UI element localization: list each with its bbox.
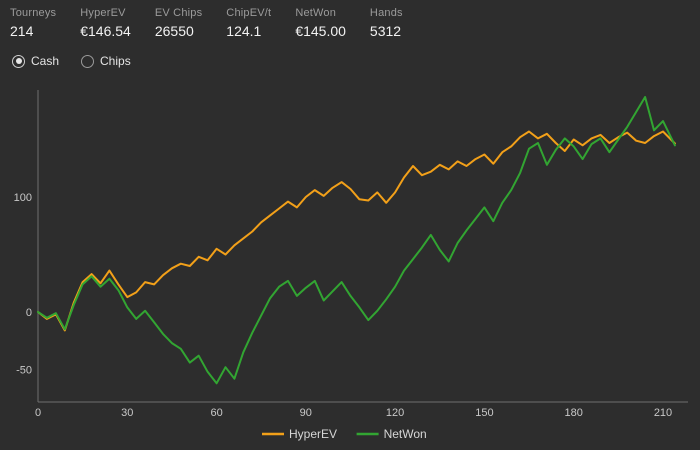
hyperev-line bbox=[37, 130, 676, 332]
netwon-legend-label: NetWon bbox=[384, 427, 427, 441]
x-tick-label: 210 bbox=[654, 407, 672, 419]
y-tick-label: 0 bbox=[26, 307, 32, 319]
view-toggle: Cash Chips bbox=[0, 46, 700, 76]
stat-label: HyperEV bbox=[80, 7, 126, 19]
x-tick-labels: 0 30 60 90 120 150 180 210 bbox=[35, 407, 672, 419]
y-tick-label: 100 bbox=[14, 192, 32, 204]
radio-selected-icon bbox=[12, 54, 25, 68]
x-tick-label: 30 bbox=[121, 407, 133, 419]
stat-ev-chips: EV Chips 26550 bbox=[155, 7, 202, 46]
stat-hands: Hands 5312 bbox=[370, 7, 403, 46]
results-chart: 100 0 -50 0 30 60 90 120 150 180 210 HyperEV NetWo… bbox=[14, 90, 688, 441]
stat-label: EV Chips bbox=[154, 7, 203, 19]
chart-legend: HyperEV NetWon bbox=[262, 427, 427, 441]
stat-chipev-t: ChipEV/t 124.1 bbox=[226, 7, 271, 46]
hyperev-legend-label: HyperEV bbox=[289, 427, 337, 441]
stat-value: 214 bbox=[10, 23, 34, 39]
stat-label: Hands bbox=[369, 7, 403, 19]
stat-value: €145.00 bbox=[295, 23, 346, 39]
series-lines bbox=[37, 96, 676, 385]
x-tick-label: 60 bbox=[210, 407, 222, 419]
stat-value: 26550 bbox=[154, 23, 194, 39]
stats-bar: Tourneys 214 HyperEV €146.54 EV Chips 26550 Ch… bbox=[0, 0, 700, 46]
stat-label: Tourneys bbox=[10, 7, 57, 19]
stat-tourneys: Tourneys 214 bbox=[10, 7, 56, 46]
y-tick-labels: 100 0 -50 bbox=[14, 192, 32, 377]
stat-label: ChipEV/t bbox=[226, 7, 272, 19]
stat-label: NetWon bbox=[295, 7, 337, 19]
stat-value: €146.54 bbox=[80, 23, 131, 39]
radio-label: Chips bbox=[100, 54, 131, 68]
x-tick-label: 0 bbox=[35, 407, 41, 419]
stat-value: 124.1 bbox=[226, 23, 262, 39]
stat-netwon: NetWon €145.00 bbox=[295, 7, 346, 46]
netwon-line bbox=[37, 96, 676, 385]
x-tick-label: 180 bbox=[565, 407, 583, 419]
radio-option-chips[interactable]: Chips bbox=[81, 54, 131, 68]
stat-hyperev: HyperEV €146.54 bbox=[80, 7, 131, 46]
stat-value: 5312 bbox=[369, 23, 402, 39]
radio-unselected-icon bbox=[81, 54, 95, 68]
x-tick-label: 120 bbox=[386, 407, 404, 419]
x-tick-label: 150 bbox=[475, 407, 493, 419]
radio-option-cash[interactable]: Cash bbox=[12, 54, 59, 68]
y-tick-label: -50 bbox=[16, 365, 32, 377]
x-tick-label: 90 bbox=[300, 407, 312, 419]
radio-label: Cash bbox=[31, 54, 60, 68]
